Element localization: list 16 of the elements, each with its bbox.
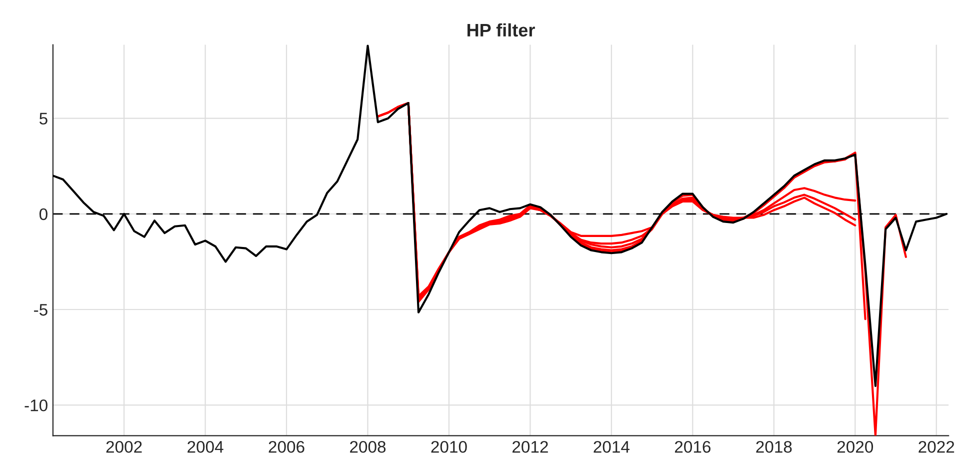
y-tick-label: -10: [24, 399, 48, 412]
y-tick-label: -5: [34, 304, 48, 316]
x-tick-label: 2022: [918, 440, 954, 453]
chart-title: HP filter: [468, 23, 535, 37]
y-tick-label: 0: [39, 208, 48, 220]
x-tick-label: 2006: [268, 440, 304, 453]
x-tick-label: 2010: [431, 440, 467, 453]
x-tick-label: 2018: [756, 440, 792, 453]
x-tick-label: 2016: [674, 440, 710, 453]
x-tick-label: 2012: [512, 440, 548, 453]
x-tick-label: 2004: [188, 440, 224, 453]
x-tick-label: 2020: [837, 440, 874, 453]
x-tick-label: 2002: [106, 440, 142, 453]
x-tick-label: 2014: [594, 440, 630, 453]
x-tick-label: 2008: [350, 440, 386, 453]
y-tick-label: 5: [40, 112, 48, 125]
